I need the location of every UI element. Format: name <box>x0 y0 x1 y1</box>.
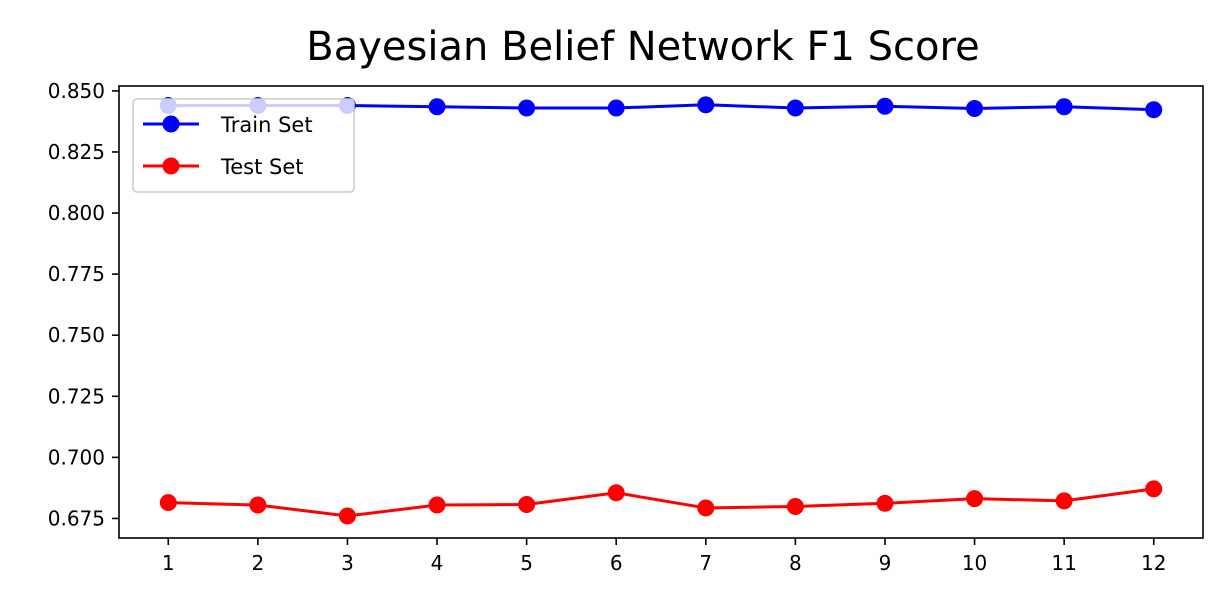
data-point <box>966 490 984 508</box>
data-point <box>1055 492 1073 510</box>
x-tick-label: 5 <box>520 551 533 575</box>
legend-marker <box>162 115 180 133</box>
x-tick-label: 8 <box>789 551 802 575</box>
x-tick-label: 2 <box>251 551 264 575</box>
plot-frame <box>118 85 1204 539</box>
y-tick-label: 0.800 <box>48 201 105 225</box>
data-point <box>249 496 267 514</box>
data-point <box>338 507 356 525</box>
x-tick-label: 4 <box>431 551 444 575</box>
legend-marker <box>162 157 180 175</box>
data-point <box>607 99 625 117</box>
legend-box <box>132 98 355 193</box>
data-point <box>428 496 446 514</box>
data-point <box>1055 98 1073 116</box>
x-tick-label: 11 <box>1051 551 1076 575</box>
x-tick-label: 9 <box>879 551 892 575</box>
data-point <box>159 494 177 512</box>
y-tick-label: 0.725 <box>48 384 105 408</box>
data-point <box>1145 480 1163 498</box>
y-tick-label: 0.700 <box>48 445 105 469</box>
data-point <box>697 499 715 517</box>
data-point <box>518 99 536 117</box>
data-point <box>966 99 984 117</box>
data-point <box>428 98 446 116</box>
x-tick-label: 7 <box>699 551 712 575</box>
x-tick-label: 6 <box>610 551 623 575</box>
data-point <box>518 496 536 514</box>
data-point <box>697 96 715 114</box>
series-line <box>168 487 1154 518</box>
data-point <box>1145 101 1163 119</box>
x-tick-label: 3 <box>341 551 354 575</box>
data-point <box>786 497 804 515</box>
data-point <box>876 494 894 512</box>
x-tick-label: 1 <box>162 551 175 575</box>
x-tick-label: 12 <box>1141 551 1166 575</box>
legend-label: Train Set <box>220 113 313 137</box>
data-point <box>786 99 804 117</box>
axes: 0.675 0.700 0.725 0.750 0.775 0.800 0.825 0.850… <box>48 79 1204 575</box>
legend-label: Test Set <box>220 155 304 179</box>
data-point <box>607 484 625 502</box>
y-tick-label: 0.750 <box>48 323 105 347</box>
legend: Train Set Test Set <box>132 98 355 193</box>
y-tick-label: 0.825 <box>48 140 105 164</box>
y-tick-label: 0.775 <box>48 262 105 286</box>
data-point <box>876 97 894 115</box>
y-tick-label: 0.675 <box>48 506 105 530</box>
x-tick-label: 10 <box>962 551 987 575</box>
y-tick-label: 0.850 <box>48 79 105 103</box>
chart-title: Bayesian Belief Network F1 Score <box>306 24 979 70</box>
series-1 <box>159 480 1163 525</box>
